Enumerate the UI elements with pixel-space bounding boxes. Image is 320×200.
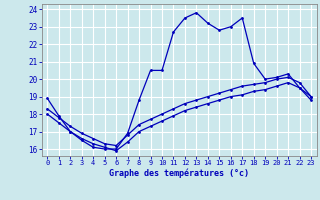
X-axis label: Graphe des températures (°c): Graphe des températures (°c) — [109, 169, 249, 178]
